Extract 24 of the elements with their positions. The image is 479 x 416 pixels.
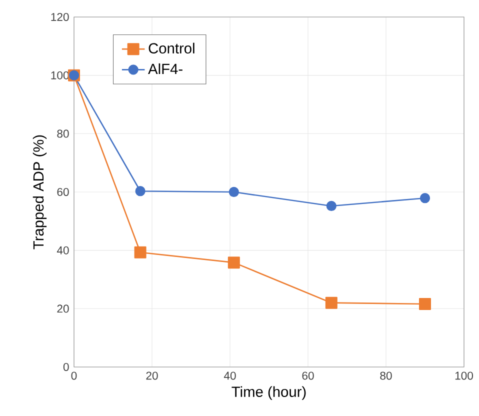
point bbox=[418, 298, 431, 310]
x-tick-label: 40 bbox=[224, 372, 236, 380]
point bbox=[134, 246, 146, 258]
legend-label: Control bbox=[148, 42, 194, 54]
y-tick-label: 40 bbox=[56, 246, 69, 254]
y-tick-label: 80 bbox=[57, 130, 69, 138]
legend-label: AlF4- bbox=[148, 63, 182, 74]
y-tick-label: 0 bbox=[63, 362, 69, 371]
y-tick-label: 120 bbox=[51, 12, 69, 21]
y-tick-label: 60 bbox=[57, 188, 69, 196]
x-tick-label: 0 bbox=[71, 372, 77, 380]
point bbox=[325, 296, 338, 309]
y-axis-title: Trapped ADP (%) bbox=[32, 135, 47, 250]
point bbox=[228, 256, 240, 269]
x-tick-label: 60 bbox=[302, 372, 314, 380]
y-tick-label: 20 bbox=[57, 304, 69, 313]
x-tick-label: 20 bbox=[146, 372, 158, 380]
x-tick-label: 80 bbox=[380, 372, 392, 380]
x-tick-label: 100 bbox=[455, 372, 473, 380]
point bbox=[420, 193, 430, 204]
point bbox=[326, 200, 336, 212]
point bbox=[228, 186, 239, 198]
x-axis-title: Time (hour) bbox=[232, 386, 306, 400]
point bbox=[135, 186, 146, 196]
